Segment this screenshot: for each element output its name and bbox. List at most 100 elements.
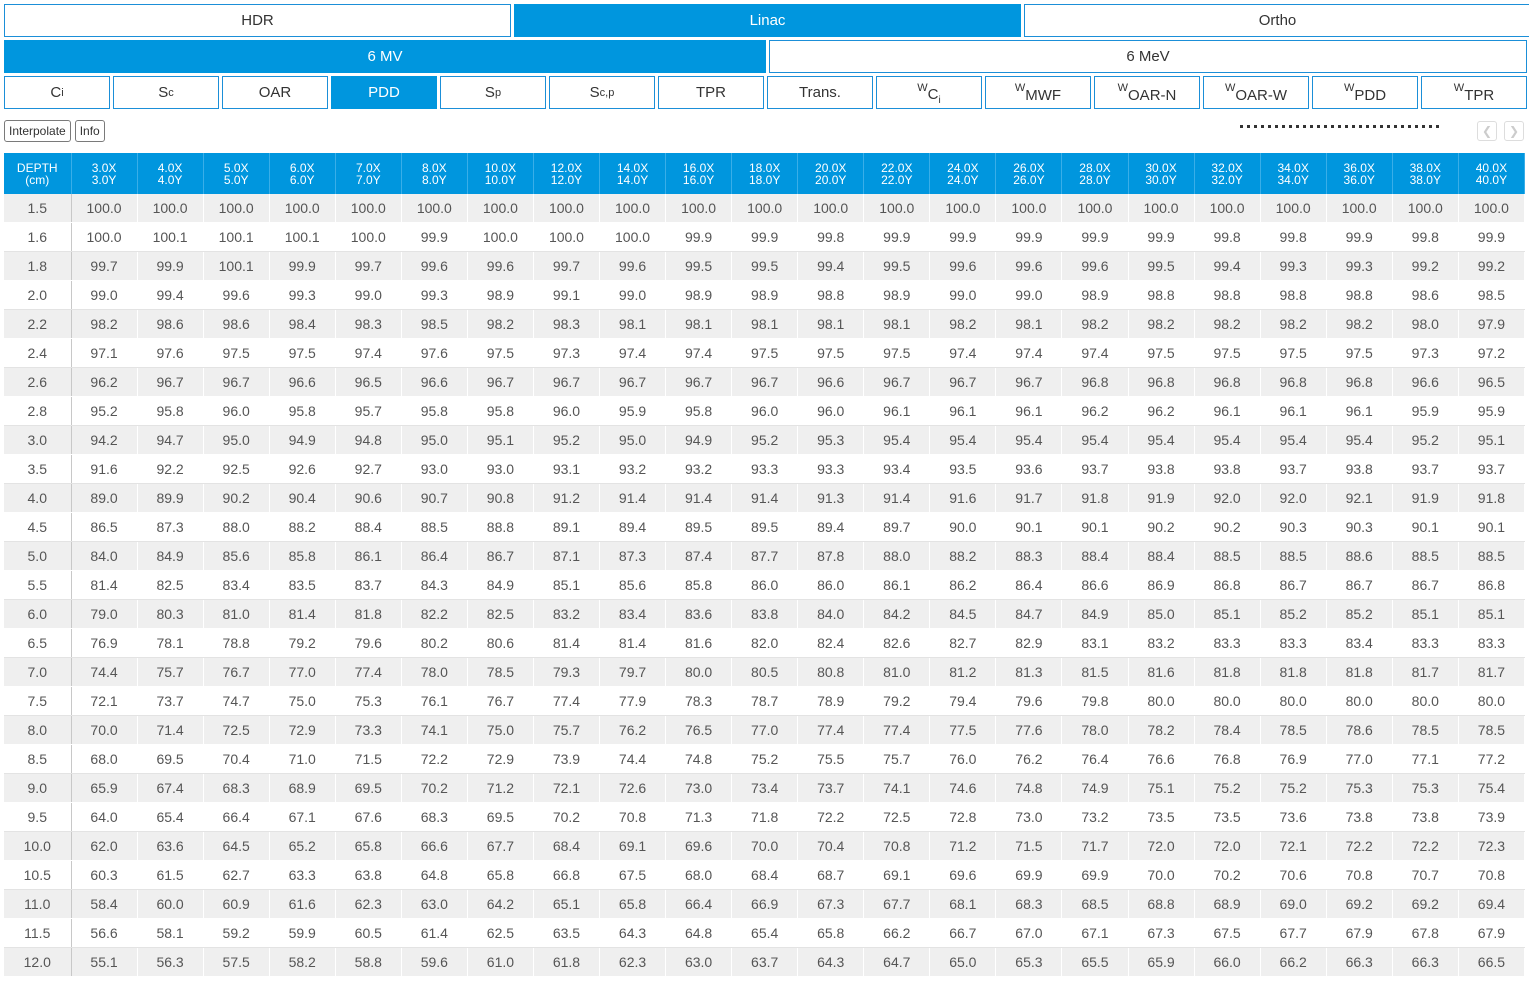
pdd-value-cell: 76.5	[665, 715, 733, 745]
pdd-value-cell: 60.3	[71, 860, 138, 890]
pdd-value-cell: 97.5	[863, 338, 931, 368]
pdd-value-cell: 94.9	[269, 425, 336, 455]
modality-tabs: HDR Linac Ortho	[4, 4, 1529, 37]
tab-label-main: S	[158, 84, 169, 101]
pdd-value-cell: 88.5	[1194, 541, 1261, 571]
depth-cell: 6.5	[4, 628, 72, 658]
tab-woar-n[interactable]: W OAR-N	[1094, 76, 1200, 109]
tab-hdr[interactable]: HDR	[4, 4, 511, 37]
tab-woar-w[interactable]: W OAR-W	[1203, 76, 1309, 109]
pdd-value-cell: 96.8	[1194, 367, 1261, 397]
tab-wci[interactable]: W Ci	[876, 76, 982, 109]
scroll-position-indicator	[1240, 125, 1439, 128]
scroll-dot	[1296, 125, 1299, 128]
depth-cell: 8.0	[4, 715, 72, 745]
pdd-value-cell: 64.0	[71, 802, 138, 832]
pdd-value-cell: 65.8	[335, 831, 402, 861]
field-size-x: 7.0X	[355, 160, 381, 175]
table-row: 2.6 96.2 96.7 96.7 96.6 96.5 96.6 96.7 96.7 96.7 9…	[4, 367, 1525, 397]
tab-wmwf[interactable]: W MWF	[985, 76, 1091, 109]
pdd-value-cell: 86.7	[1260, 570, 1327, 600]
tab-oar[interactable]: OAR	[222, 76, 328, 109]
pdd-value-cell: 99.9	[929, 222, 997, 252]
table-row: 2.4 97.1 97.6 97.5 97.5 97.4 97.6 97.5 97.3 97.4 9…	[4, 338, 1525, 368]
pdd-value-cell: 97.5	[1260, 338, 1327, 368]
pdd-value-cell: 88.5	[1392, 541, 1459, 571]
depth-cell: 3.0	[4, 425, 72, 455]
pdd-value-cell: 78.5	[1260, 715, 1327, 745]
pdd-value-cell: 81.2	[929, 657, 997, 687]
pdd-value-cell: 99.6	[467, 251, 534, 281]
pdd-value-cell: 96.7	[863, 367, 931, 397]
field-size-x: 18.0X	[748, 160, 781, 175]
tab-linac[interactable]: Linac	[514, 4, 1021, 37]
tab-prefix: W	[1014, 81, 1026, 94]
tab-energy-6-mev[interactable]: 6 MeV	[769, 40, 1527, 73]
info-button[interactable]: Info	[74, 120, 105, 142]
pdd-value-cell: 91.4	[863, 483, 931, 513]
tab-wtpr[interactable]: W TPR	[1421, 76, 1527, 109]
pdd-table-container[interactable]: DEPTH (cm) 3.0X 3.0Y 4.0X 4.0Y 5.0X 5.0Y 6.0X 6…	[4, 153, 1525, 986]
tab-pdd[interactable]: PDD	[331, 76, 437, 109]
pdd-value-cell: 74.1	[401, 715, 468, 745]
pdd-value-cell: 99.8	[1260, 222, 1327, 252]
pdd-value-cell: 84.0	[797, 599, 865, 629]
pdd-value-cell: 88.4	[1128, 541, 1195, 571]
pdd-value-cell: 99.0	[71, 280, 138, 310]
pdd-value-cell: 92.1	[1326, 483, 1393, 513]
pdd-value-cell: 66.4	[665, 889, 733, 919]
table-row: 5.5 81.4 82.5 83.4 83.5 83.7 84.3 84.9 85.1 85.6 8…	[4, 570, 1525, 600]
pdd-value-cell: 98.9	[1061, 280, 1129, 310]
tab-trans-[interactable]: Trans.	[767, 76, 873, 109]
tab-label-main: PDD	[368, 84, 400, 101]
pdd-value-cell: 87.3	[137, 512, 204, 542]
pdd-value-cell: 95.4	[1326, 425, 1393, 455]
pdd-value-cell: 99.6	[1061, 251, 1129, 281]
depth-cell: 7.0	[4, 657, 72, 687]
pdd-value-cell: 96.7	[995, 367, 1063, 397]
tab-ortho[interactable]: Ortho	[1024, 4, 1529, 37]
pdd-value-cell: 75.0	[467, 715, 534, 745]
depth-cell: 9.0	[4, 773, 72, 803]
pdd-value-cell: 87.4	[665, 541, 733, 571]
pdd-value-cell: 77.9	[599, 686, 667, 716]
pdd-value-cell: 65.9	[1128, 947, 1195, 977]
pdd-value-cell: 88.0	[203, 512, 270, 542]
pdd-value-cell: 97.4	[335, 338, 402, 368]
tab-energy-6-mv[interactable]: 6 MV	[4, 40, 766, 73]
pdd-value-cell: 99.4	[137, 280, 204, 310]
pdd-value-cell: 98.9	[665, 280, 733, 310]
pdd-value-cell: 73.5	[1194, 802, 1261, 832]
pdd-value-cell: 99.3	[1326, 251, 1393, 281]
tab-wpdd[interactable]: W PDD	[1312, 76, 1418, 109]
chevron-right-icon[interactable]: ❯	[1504, 121, 1524, 141]
pdd-value-cell: 56.3	[137, 947, 204, 977]
table-row: 2.0 99.0 99.4 99.6 99.3 99.0 99.3 98.9 99.1 99.0 9…	[4, 280, 1525, 310]
field-size-x: 30.0X	[1145, 160, 1177, 175]
interpolate-button[interactable]: Interpolate	[4, 120, 71, 142]
pdd-value-cell: 96.1	[1326, 396, 1393, 426]
depth-cell: 5.0	[4, 541, 72, 571]
pdd-value-cell: 91.8	[1458, 483, 1525, 513]
pdd-value-cell: 96.0	[203, 396, 270, 426]
pdd-value-cell: 89.5	[665, 512, 733, 542]
chevron-left-icon[interactable]: ❮	[1477, 121, 1497, 141]
pdd-value-cell: 86.7	[1326, 570, 1393, 600]
pdd-value-cell: 58.2	[269, 947, 336, 977]
pdd-value-cell: 74.8	[665, 744, 733, 774]
pdd-value-cell: 69.5	[467, 802, 534, 832]
pdd-value-cell: 67.5	[599, 860, 667, 890]
pdd-value-cell: 87.8	[797, 541, 865, 571]
pdd-value-cell: 71.5	[335, 744, 402, 774]
pdd-value-cell: 67.0	[995, 918, 1063, 948]
depth-cell: 3.5	[4, 454, 72, 484]
tab-tpr[interactable]: TPR	[658, 76, 764, 109]
pdd-value-cell: 98.2	[1260, 309, 1327, 339]
pdd-value-cell: 63.0	[665, 947, 733, 977]
pdd-value-cell: 93.8	[1128, 454, 1195, 484]
scroll-dot	[1331, 125, 1334, 128]
